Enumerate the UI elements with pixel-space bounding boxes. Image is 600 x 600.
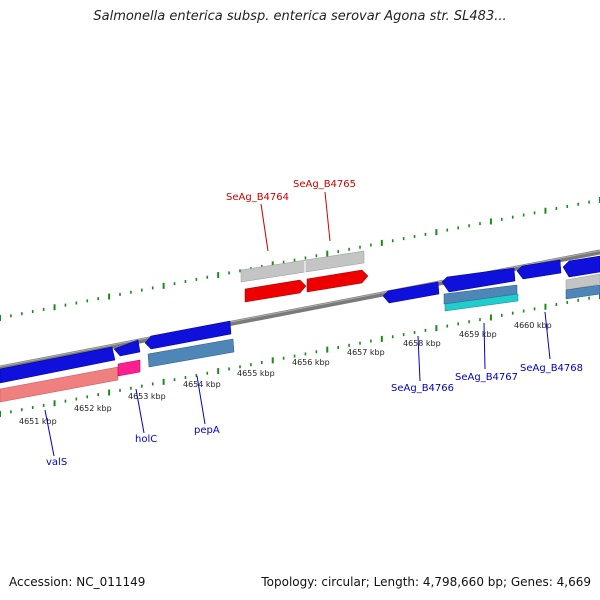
gene-pepa[interactable] [147,338,235,368]
accession-text: Accession: NC_011149 [9,575,146,589]
lower-dotted-track [0,293,600,417]
cds-seag-b4767[interactable] [441,267,516,293]
scale-labels: 4651 kbp 4652 kbp 4653 kbp 4654 kbp 4655… [19,321,552,426]
scale-label: 4654 kbp [183,380,221,389]
scale-label: 4651 kbp [19,417,57,426]
gene-labels: SeAg_B4764 SeAg_B4765 valS holC pepA SeA… [46,179,583,468]
genome-summary-text: Topology: circular; Length: 4,798,660 bp… [261,575,591,589]
gene-label-seag-b4768[interactable]: SeAg_B4768 [520,363,583,374]
cds-pepa[interactable] [144,320,232,350]
reverse-gene-bar-pink[interactable] [117,359,141,377]
cds-seag-b4765[interactable] [306,269,369,293]
gene-label-seag-b4764[interactable]: SeAg_B4764 [226,192,289,203]
cds-holc[interactable] [113,339,141,357]
label-leaders [44,191,551,457]
cds-right-edge[interactable] [562,255,600,278]
scale-label: 4660 kbp [514,321,552,330]
gene-right-edge-steel[interactable] [565,284,600,300]
gene-label-seag-b4766[interactable]: SeAg_B4766 [391,383,454,394]
reverse-features [0,255,600,403]
cds-seag-b4764[interactable] [244,279,307,303]
scale-label: 4652 kbp [74,404,112,413]
gene-label-pepa[interactable]: pepA [194,425,220,436]
scale-label: 4655 kbp [237,369,275,378]
cds-vals[interactable] [0,346,116,384]
gene-label-vals[interactable]: valS [46,457,67,468]
cds-seag-b4768[interactable] [516,259,562,280]
gene-label-seag-b4767[interactable]: SeAg_B4767 [455,372,518,383]
gene-label-holc[interactable]: holC [135,434,157,445]
upper-dotted-track [0,197,600,321]
scale-label: 4657 kbp [347,348,385,357]
cds-seag-b4766[interactable] [382,281,440,304]
gene-label-seag-b4765[interactable]: SeAg_B4765 [293,179,356,190]
reverse-gene-bar-salmon[interactable] [0,366,119,403]
scale-label: 4653 kbp [128,392,166,401]
map-title: Salmonella enterica subsp. enterica sero… [93,9,507,24]
gene-seag-b4767-cyan[interactable] [444,293,519,312]
forward-gene-bar[interactable] [240,250,365,283]
forward-gene-bar-right[interactable] [565,273,600,291]
forward-features [240,250,600,303]
scale-label: 4659 kbp [459,330,497,339]
scale-label: 4658 kbp [403,339,441,348]
scale-label: 4656 kbp [292,358,330,367]
